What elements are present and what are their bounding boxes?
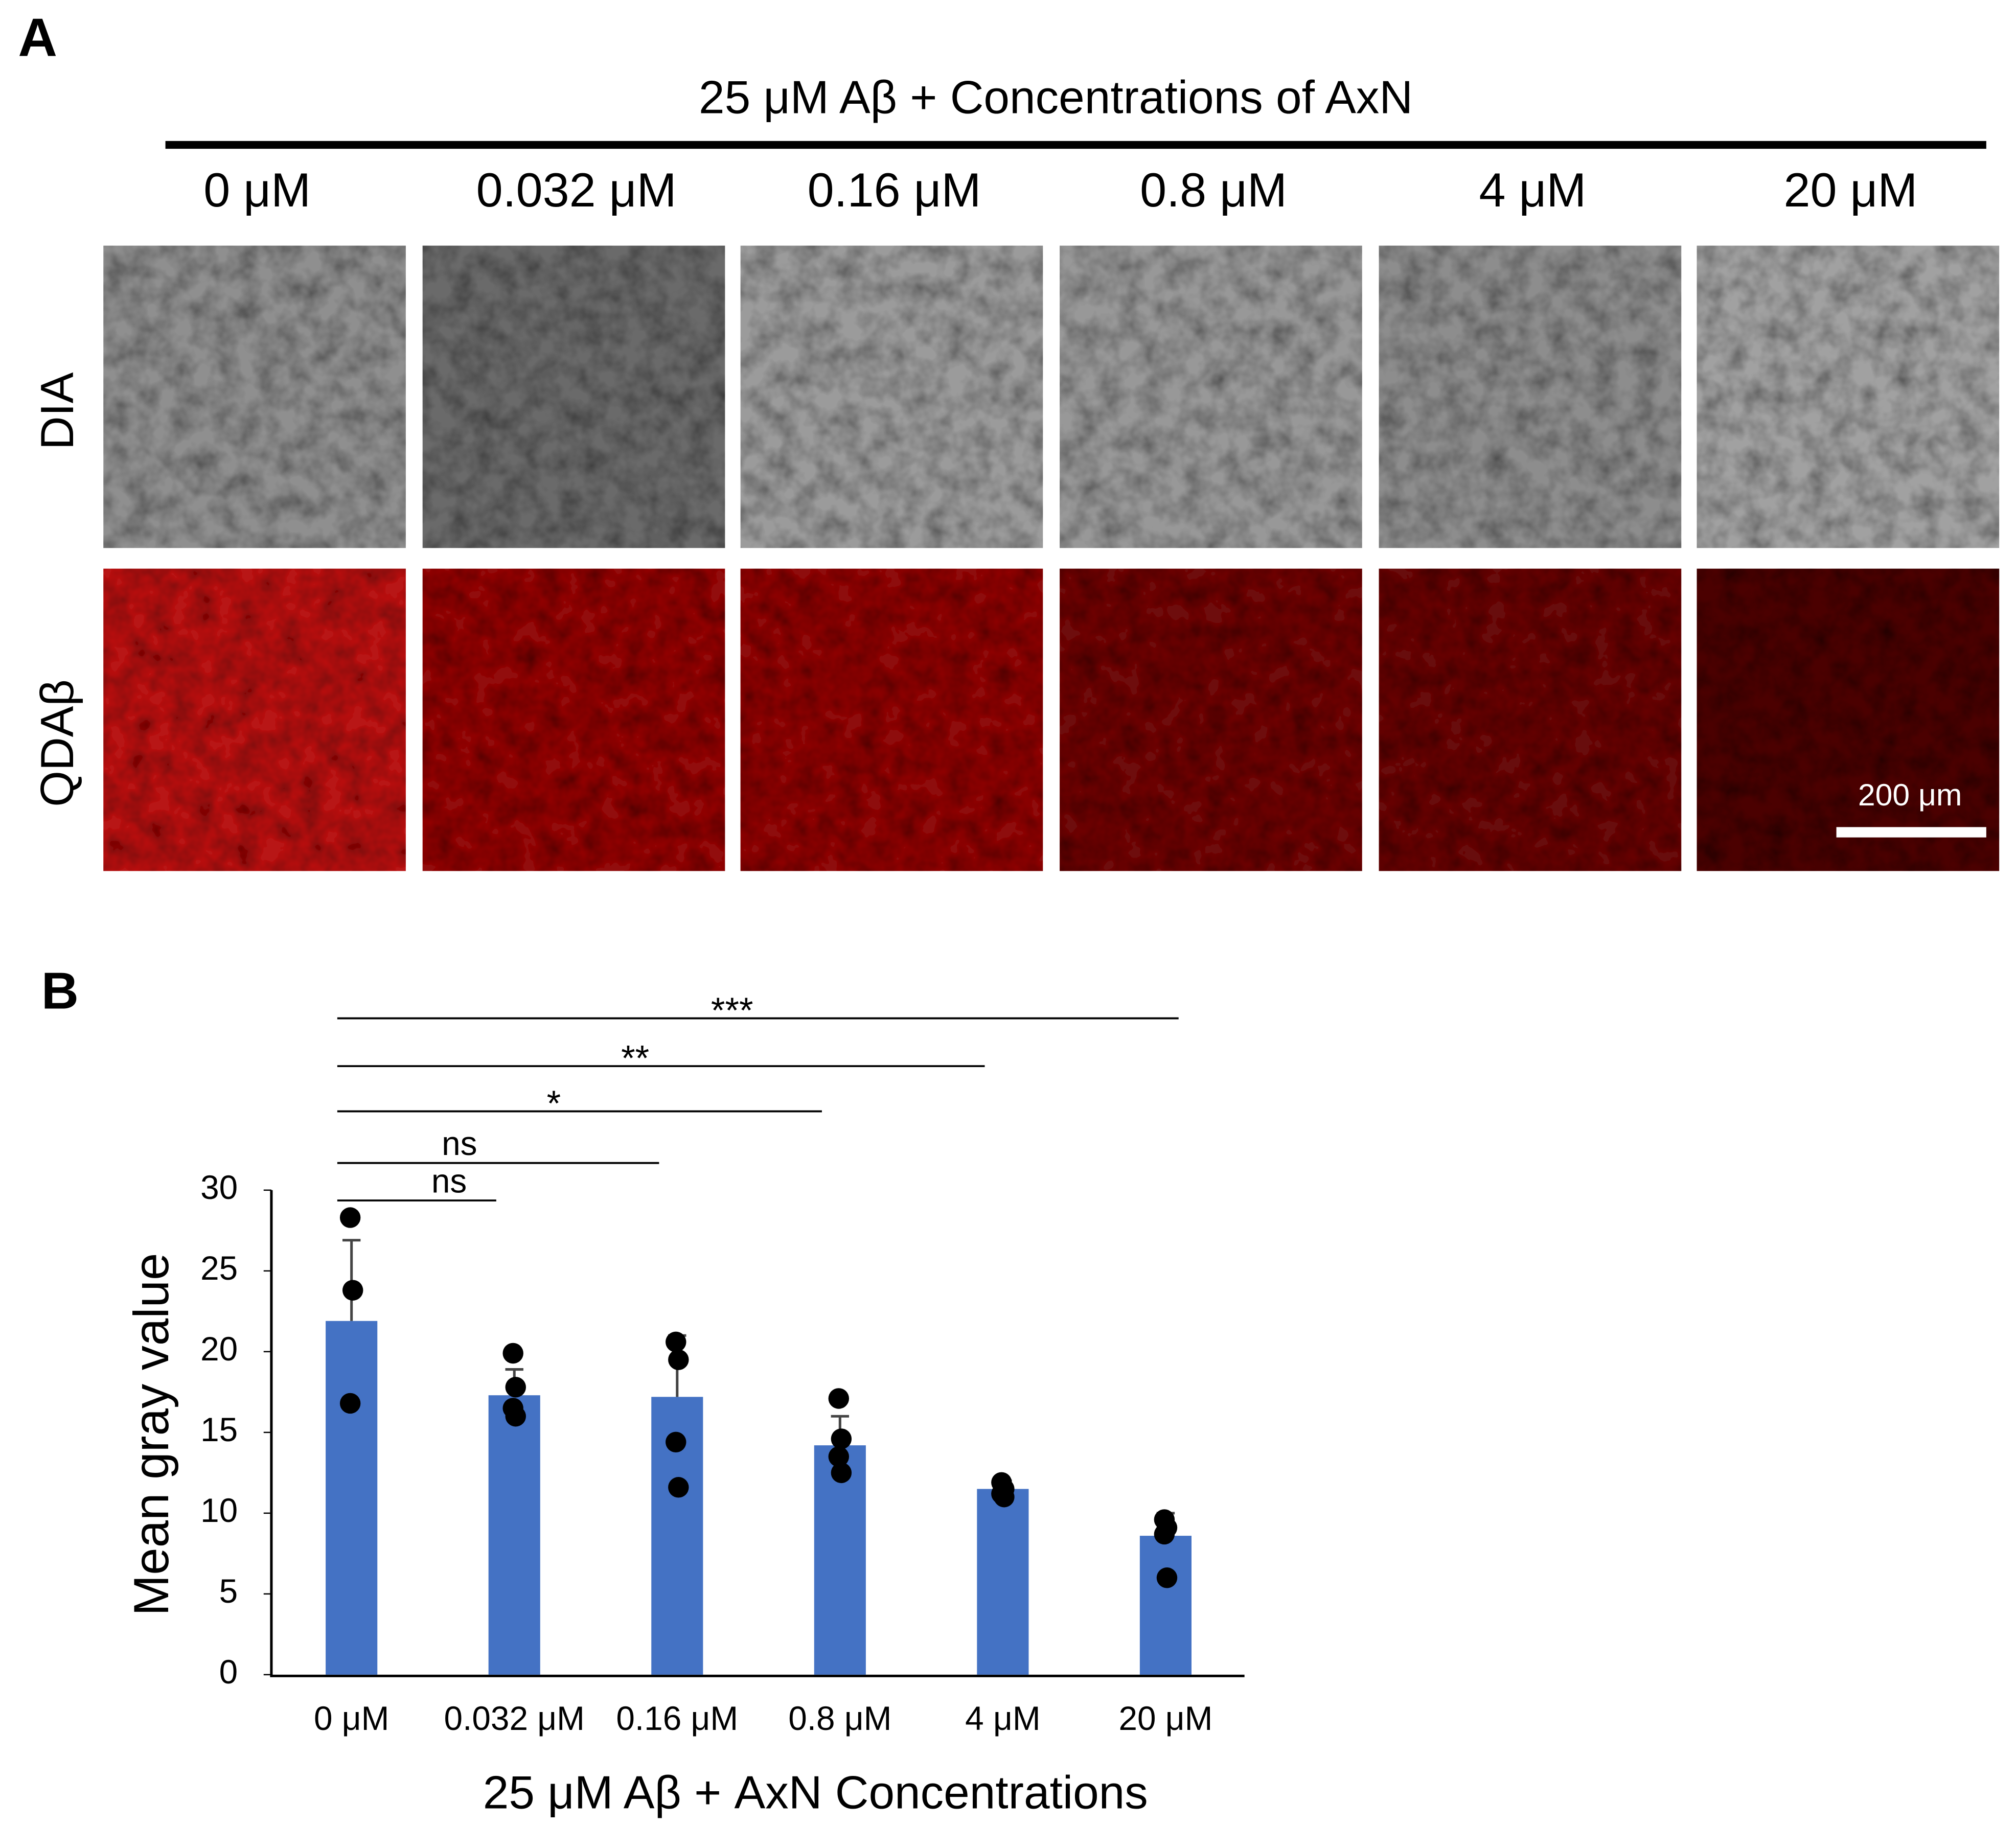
- dia-image: [422, 245, 725, 548]
- bar: [814, 1445, 866, 1675]
- y-tick-label: 5: [219, 1572, 238, 1610]
- data-point: [828, 1446, 850, 1467]
- data-point: [1156, 1567, 1178, 1588]
- bar: [326, 1321, 378, 1675]
- data-point: [828, 1388, 850, 1409]
- data-point: [339, 1207, 361, 1228]
- data-point: [994, 1487, 1015, 1508]
- significance-label: ***: [711, 990, 753, 1030]
- panel-label: A: [18, 7, 57, 67]
- y-tick-label: 20: [200, 1330, 238, 1368]
- data-point: [668, 1349, 689, 1370]
- data-point: [342, 1280, 363, 1301]
- y-tick-label: 25: [200, 1249, 238, 1287]
- column-label: 4 μM: [1479, 163, 1587, 217]
- x-tick-label: 0.8 μM: [788, 1699, 891, 1737]
- qda-image: [1379, 568, 1682, 871]
- significance-label: ns: [431, 1162, 467, 1200]
- column-label: 20 μM: [1783, 163, 1917, 217]
- column-label: 0.8 μM: [1140, 163, 1287, 217]
- bar: [1139, 1536, 1192, 1675]
- x-tick-label: 20 μM: [1118, 1699, 1212, 1737]
- y-tick-label: 10: [200, 1491, 238, 1529]
- column-label: 0.032 μM: [476, 163, 677, 217]
- data-point: [831, 1428, 852, 1449]
- micrographs: [103, 245, 2000, 871]
- data-point: [666, 1431, 686, 1453]
- qda-image: [103, 568, 406, 871]
- bar: [977, 1489, 1029, 1675]
- x-tick-label: 0.032 μM: [444, 1699, 585, 1737]
- data-point: [502, 1343, 523, 1364]
- dia-image: [1379, 245, 1682, 548]
- scale-bar-label: 200 μm: [1858, 777, 1962, 812]
- y-tick-label: 15: [200, 1411, 238, 1448]
- dia-image: [1697, 245, 2000, 548]
- x-tick-label: 0 μM: [314, 1699, 389, 1737]
- data-point: [505, 1377, 526, 1398]
- data-point: [1154, 1523, 1175, 1545]
- data-point: [831, 1462, 852, 1484]
- column-label: 0 μM: [203, 163, 311, 217]
- data-point: [505, 1406, 526, 1427]
- y-tick-label: 0: [219, 1653, 238, 1691]
- qda-image: [1060, 568, 1362, 871]
- row-label: DIA: [32, 372, 83, 450]
- qda-image: [740, 568, 1043, 871]
- data-point: [668, 1477, 689, 1498]
- y-axis-label: Mean gray value: [124, 1253, 179, 1616]
- panel-header: 25 μM Aβ + Concentrations of AxN: [699, 72, 1413, 124]
- x-axis-label: 25 μM Aβ + AxN Concentrations: [483, 1767, 1148, 1819]
- qda-image: [422, 568, 725, 871]
- panel-label: B: [41, 962, 79, 1020]
- significance-label: **: [621, 1038, 649, 1078]
- column-label: 0.16 μM: [808, 163, 981, 217]
- dia-image: [740, 245, 1043, 548]
- data-point: [339, 1393, 361, 1414]
- dia-image: [1060, 245, 1362, 548]
- y-tick-label: 30: [200, 1168, 238, 1206]
- x-tick-label: 4 μM: [965, 1699, 1040, 1737]
- dia-image: [103, 245, 406, 548]
- significance-label: ns: [442, 1124, 477, 1162]
- row-label: QDAβ: [32, 679, 83, 807]
- data-point: [666, 1331, 686, 1353]
- significance-label: *: [547, 1083, 561, 1123]
- bar: [488, 1395, 540, 1675]
- qda-image: [1697, 568, 2000, 871]
- x-tick-label: 0.16 μM: [616, 1699, 738, 1737]
